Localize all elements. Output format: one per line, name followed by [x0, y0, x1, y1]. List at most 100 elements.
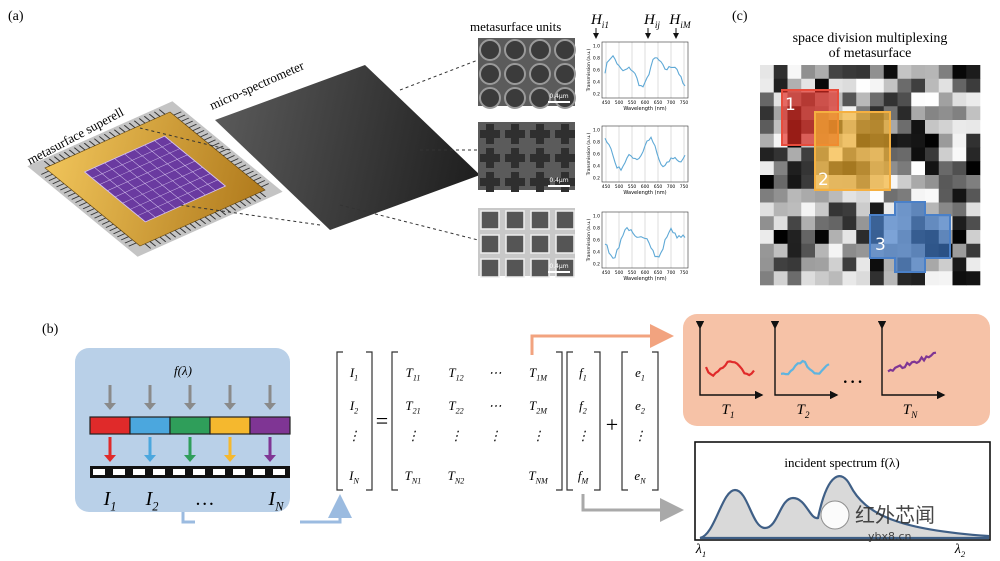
chip-pin	[48, 158, 56, 164]
symbol: T	[406, 365, 414, 380]
chip-pin	[200, 133, 209, 138]
chip-pin	[68, 149, 76, 155]
math-symbol: T2	[797, 402, 810, 421]
symbol: ⋮	[489, 428, 502, 443]
grid-cell	[952, 230, 967, 245]
chip-pin	[230, 158, 239, 163]
symbol: H	[643, 12, 656, 28]
math-symbol: …	[196, 488, 214, 510]
subscript: 2	[961, 549, 966, 559]
symbol: I	[349, 365, 355, 380]
sem-square	[480, 234, 500, 254]
grid-cell	[952, 78, 967, 93]
chip-pin	[199, 218, 207, 225]
math-symbol: T12	[448, 365, 463, 383]
grid-cell	[760, 271, 775, 286]
grid-cell	[842, 188, 857, 203]
symbol: ⋮	[450, 428, 463, 443]
grid-cell	[870, 202, 885, 217]
chip-grid	[164, 136, 226, 187]
filter	[89, 416, 131, 435]
grid-cell	[801, 161, 816, 176]
plot-curve	[604, 136, 686, 172]
sem-hole	[554, 63, 576, 85]
symbol: I	[349, 398, 355, 413]
chip-pin	[86, 208, 95, 213]
grid-cell	[773, 175, 788, 190]
math-symbol: T1	[722, 402, 735, 421]
plot-xtick: 500	[615, 270, 624, 276]
grid-cell	[966, 271, 981, 286]
sem-cross	[486, 172, 494, 192]
chip-pin	[43, 160, 51, 166]
subscript: 12	[456, 374, 464, 383]
ray-head	[264, 455, 276, 462]
grid-cell	[897, 78, 912, 93]
plot-ytick: 0.6	[593, 238, 600, 244]
sem-square	[530, 234, 550, 254]
grid-cell	[870, 65, 885, 80]
subscript: 2M	[536, 407, 548, 416]
sem-square	[555, 234, 575, 254]
sem-hole	[504, 39, 526, 61]
scale-label: 0.4μm	[549, 93, 568, 100]
plot-xtick: 600	[641, 184, 650, 190]
chip-grid	[84, 171, 146, 222]
grid-cell	[815, 230, 830, 245]
grid-cell	[952, 202, 967, 217]
grid-cell	[842, 243, 857, 258]
grid-cell	[911, 92, 926, 107]
chip-pin	[58, 154, 66, 160]
grid-cell	[828, 230, 843, 245]
chip-pin	[67, 192, 76, 197]
grid-cell	[760, 133, 775, 148]
subscript: iM	[680, 21, 692, 31]
bracket	[366, 351, 373, 491]
grid-cell	[966, 106, 981, 121]
subscript: 22	[456, 407, 464, 416]
symbol: ⋮	[577, 428, 590, 443]
plot-ytick: 1.0	[593, 128, 600, 134]
symbol: T	[405, 468, 413, 483]
subscript: 1	[354, 374, 358, 383]
chip-pin	[94, 214, 103, 219]
plot-ytick: 0.2	[593, 262, 600, 268]
chip-pin	[116, 233, 126, 238]
chip-grid	[130, 173, 211, 210]
region-label: 2	[818, 170, 829, 190]
ray-head	[264, 403, 276, 410]
math-symbol: λ2	[954, 542, 966, 559]
grid-cell	[897, 175, 912, 190]
bracket	[556, 351, 563, 491]
grid-cell	[801, 216, 816, 231]
symbol: T	[405, 398, 413, 413]
grid-cell	[815, 257, 830, 272]
grid-cell	[952, 106, 967, 121]
bracket	[621, 351, 628, 491]
grid-cell	[760, 161, 775, 176]
symbol: …	[843, 363, 863, 388]
grid-cell	[911, 147, 926, 162]
symbol: I	[145, 488, 154, 510]
axes	[695, 321, 764, 400]
transmission-plots: 450 500 550 600 650 700 750 0.2 0.4 0.6 0.8 1.0 Wave…	[586, 41, 689, 282]
plot-frame	[601, 125, 689, 183]
chip-pin	[173, 111, 182, 116]
math-symbol: T11	[406, 365, 421, 383]
sem-cross	[536, 172, 544, 192]
math-symbol: I2	[349, 398, 358, 416]
chip-pin	[159, 236, 167, 242]
chip-pin	[144, 243, 152, 249]
watermark-name: 红外芯闻	[855, 503, 935, 527]
grid-cell	[842, 65, 857, 80]
chip-pin	[128, 122, 136, 128]
chip-pin	[90, 211, 99, 216]
chip-pin	[148, 113, 156, 119]
scale-label: 0.4μm	[549, 177, 568, 184]
grid-cell	[787, 271, 802, 286]
plot-ytick: 1.0	[593, 44, 600, 50]
plot-xtick: 650	[654, 184, 663, 190]
transmission-curve	[704, 360, 755, 378]
grid-cell	[870, 92, 885, 107]
grid-cell	[815, 271, 830, 286]
